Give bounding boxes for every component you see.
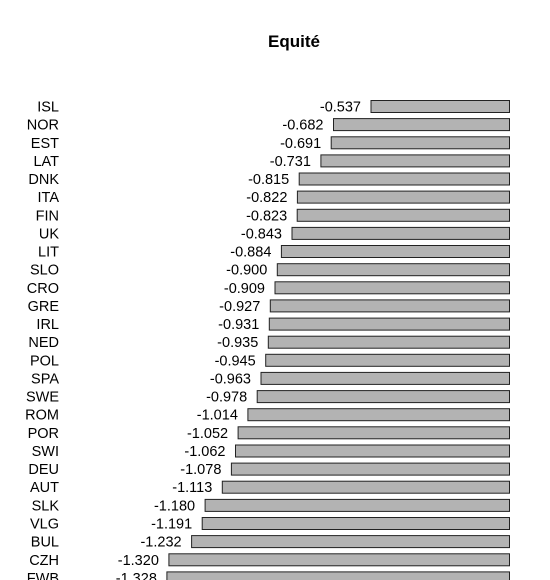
category-label: NED — [28, 335, 59, 351]
bar-uk — [291, 226, 510, 240]
value-label: -0.927 — [219, 299, 260, 315]
bar-aut — [221, 480, 511, 494]
value-label: -0.823 — [246, 208, 287, 224]
bar-est — [330, 136, 511, 150]
value-label: -1.191 — [151, 517, 192, 533]
bar-spa — [260, 371, 510, 385]
bar-lat — [320, 154, 510, 168]
value-label: -0.931 — [218, 317, 259, 333]
value-label: -0.884 — [230, 245, 271, 261]
category-label: AUT — [30, 480, 59, 496]
value-label: -0.682 — [282, 118, 323, 134]
bar-nor — [333, 118, 510, 132]
bar-ita — [296, 190, 510, 204]
category-label: UK — [39, 226, 59, 242]
value-label: -1.078 — [180, 462, 221, 478]
bar-cro — [274, 281, 510, 295]
value-label: -0.537 — [320, 100, 361, 116]
category-label: ISL — [37, 100, 59, 116]
category-label: EST — [31, 136, 59, 152]
value-label: -1.062 — [184, 444, 225, 460]
value-label: -1.113 — [172, 480, 212, 496]
value-label: -0.731 — [270, 154, 311, 170]
value-label: -0.978 — [206, 390, 247, 406]
category-label: FWB — [27, 571, 59, 580]
category-label: GRE — [28, 299, 60, 315]
bar-rom — [247, 408, 510, 422]
category-label: BUL — [31, 535, 59, 551]
bar-slk — [204, 498, 510, 512]
bar-vlg — [201, 517, 510, 530]
value-label: -1.052 — [187, 426, 228, 442]
value-label: -1.328 — [116, 571, 157, 580]
value-label: -0.935 — [217, 335, 258, 351]
category-label: SLK — [32, 498, 60, 514]
value-label: -0.963 — [210, 371, 251, 387]
category-label: SWE — [26, 390, 59, 406]
bar-swe — [256, 390, 511, 404]
chart-title: Equité — [268, 32, 320, 51]
bar-pol — [265, 353, 511, 367]
value-label: -0.822 — [246, 190, 287, 206]
category-label: ITA — [38, 190, 60, 206]
bar-swi — [235, 444, 510, 458]
category-label: ROM — [25, 408, 59, 424]
bar-slo — [276, 263, 510, 277]
category-label: FIN — [36, 208, 59, 224]
value-label: -0.843 — [241, 226, 282, 242]
bar-czh — [168, 553, 510, 567]
value-label: -0.900 — [226, 263, 267, 279]
category-label: VLG — [30, 517, 59, 533]
value-label: -0.691 — [280, 136, 321, 152]
bar-fwb — [166, 571, 510, 580]
value-label: -0.815 — [248, 172, 289, 188]
value-label: -1.014 — [197, 408, 238, 424]
category-label: LIT — [38, 245, 59, 261]
bars-group: ISL -0.537 NOR -0.682 EST -0.691 LAT -0.731 DNK -… — [25, 100, 511, 580]
bar-fin — [296, 208, 511, 222]
category-label: SPA — [31, 371, 59, 387]
category-label: CZH — [29, 553, 59, 569]
value-label: -0.945 — [215, 353, 256, 369]
category-label: LAT — [33, 154, 59, 170]
value-label: -0.909 — [224, 281, 265, 297]
value-label: -1.232 — [140, 535, 181, 551]
bar-ned — [267, 335, 510, 349]
bar-gre — [269, 299, 510, 313]
bar-isl — [370, 100, 510, 113]
bar-dnk — [298, 172, 511, 186]
category-label: DNK — [28, 172, 59, 188]
bar-por — [237, 426, 510, 440]
category-label: POR — [28, 426, 59, 442]
bar-bul — [191, 535, 510, 549]
category-label: NOR — [27, 118, 59, 134]
category-label: POL — [30, 353, 59, 369]
category-label: IRL — [36, 317, 59, 333]
category-label: DEU — [28, 462, 59, 478]
bar-irl — [268, 317, 510, 331]
category-label: SLO — [30, 263, 59, 279]
value-label: -1.320 — [118, 553, 159, 569]
category-label: CRO — [27, 281, 59, 297]
bar-lit — [280, 245, 510, 258]
category-label: SWI — [32, 444, 59, 460]
value-label: -1.180 — [154, 498, 195, 514]
bar-deu — [230, 462, 510, 476]
